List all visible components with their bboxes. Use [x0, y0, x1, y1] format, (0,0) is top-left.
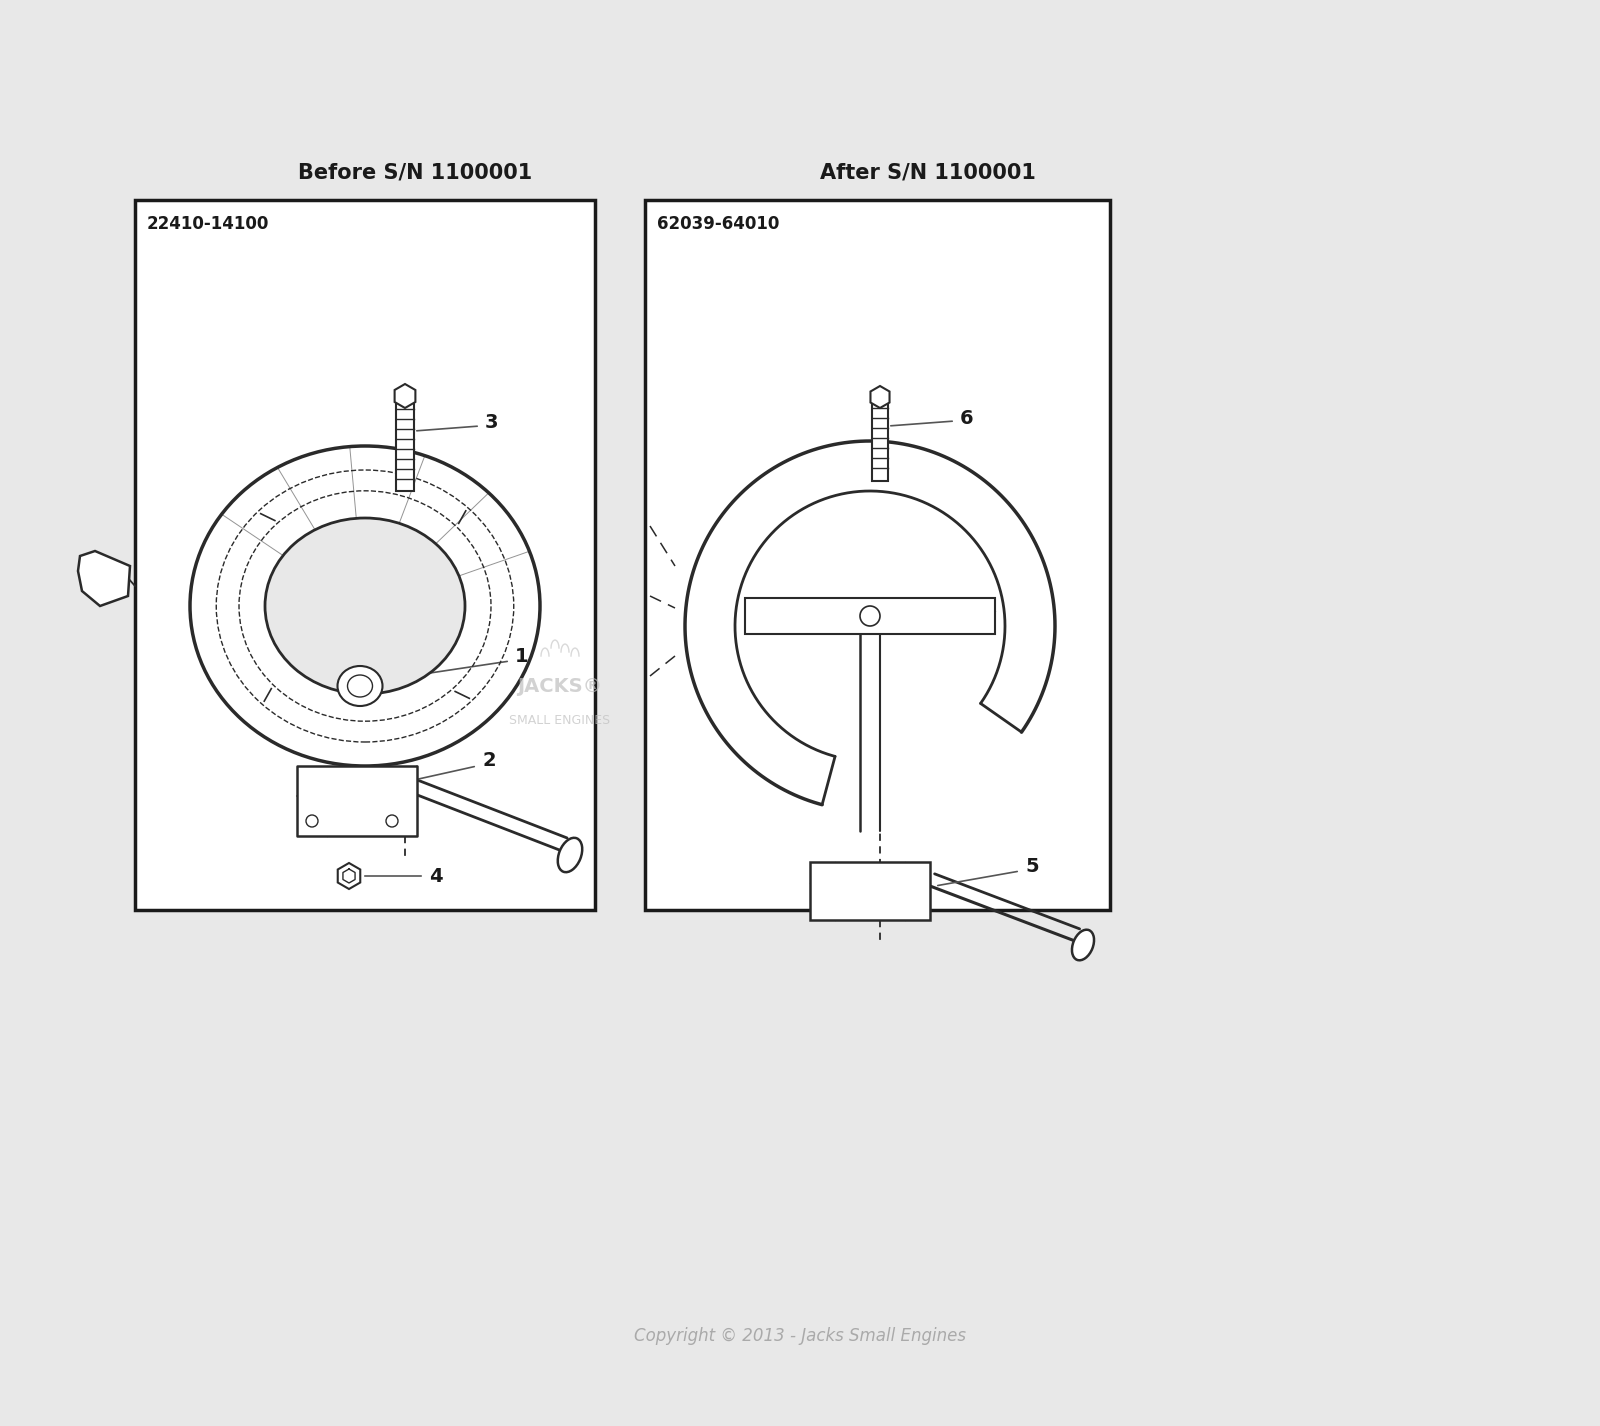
Circle shape: [306, 816, 318, 827]
Ellipse shape: [558, 838, 582, 873]
Text: 1: 1: [515, 646, 528, 666]
Text: SMALL ENGINES: SMALL ENGINES: [509, 714, 611, 727]
Bar: [397, 401, 414, 491]
Ellipse shape: [338, 666, 382, 706]
Bar: [746, 597, 995, 635]
Ellipse shape: [190, 446, 541, 766]
Text: After S/N 1100001: After S/N 1100001: [819, 163, 1035, 183]
Polygon shape: [870, 386, 890, 408]
Text: 3: 3: [485, 414, 499, 432]
Circle shape: [861, 606, 880, 626]
Text: 2: 2: [482, 752, 496, 770]
Bar: [134, 200, 595, 910]
Bar: [645, 200, 1110, 910]
Text: 62039-64010: 62039-64010: [658, 215, 779, 232]
Text: Before S/N 1100001: Before S/N 1100001: [298, 163, 533, 183]
Polygon shape: [395, 384, 416, 408]
Ellipse shape: [347, 674, 373, 697]
Polygon shape: [338, 863, 360, 888]
Bar: [810, 861, 930, 920]
Text: Copyright © 2013 - Jacks Small Engines: Copyright © 2013 - Jacks Small Engines: [634, 1328, 966, 1345]
Text: JACKS®: JACKS®: [517, 677, 603, 696]
Text: 4: 4: [429, 867, 443, 886]
Text: 6: 6: [960, 408, 974, 428]
Text: 22410-14100: 22410-14100: [147, 215, 269, 232]
Bar: [298, 766, 418, 836]
Ellipse shape: [1072, 930, 1094, 960]
Text: 5: 5: [1026, 857, 1038, 876]
Polygon shape: [78, 550, 130, 606]
Circle shape: [386, 816, 398, 827]
Bar: [872, 401, 888, 481]
Ellipse shape: [266, 518, 466, 694]
